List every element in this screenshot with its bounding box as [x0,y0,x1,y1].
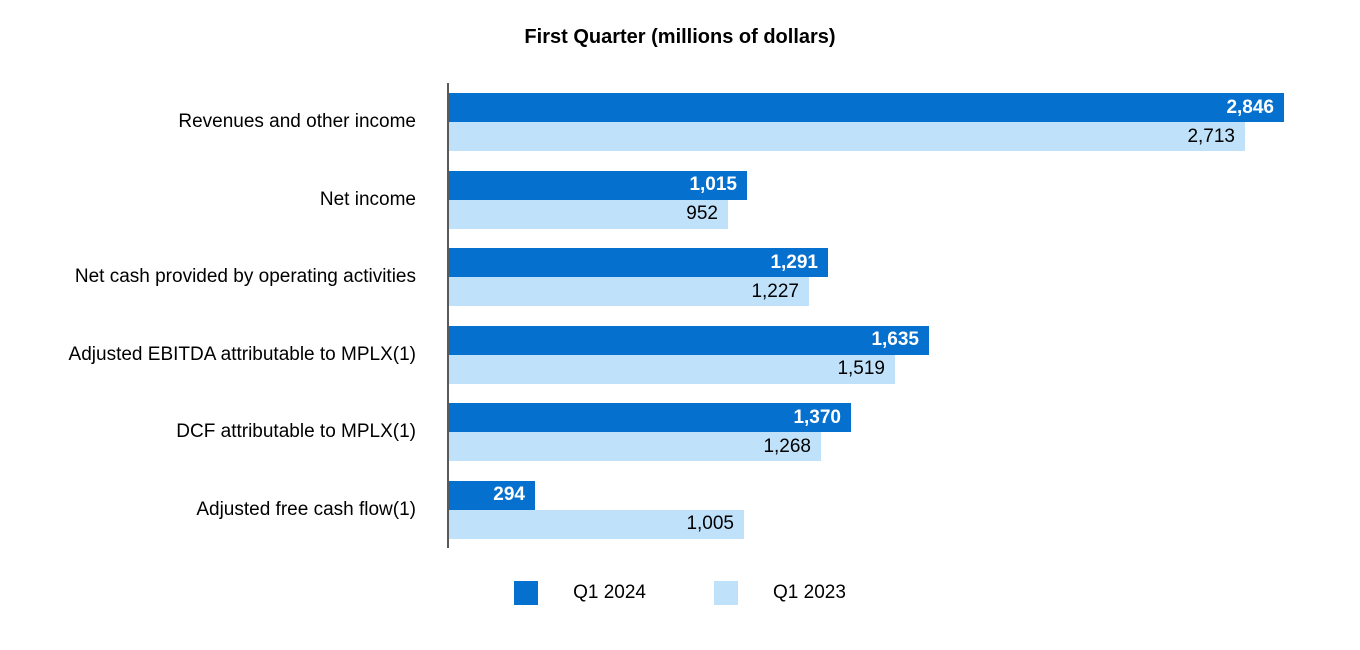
chart-title: First Quarter (millions of dollars) [524,26,836,48]
bar-row: DCF attributable to MPLX(1) 1,370 1,268 [0,403,1360,462]
bar-group: 1,015 952 [449,170,1360,229]
legend-item-q1-2023: Q1 2023 [714,581,846,605]
bar-q1-2023: 1,227 [449,277,809,307]
value-label: 1,015 [689,174,737,196]
value-label: 1,519 [837,358,885,380]
value-label: 2,713 [1187,125,1235,147]
value-label: 1,291 [770,251,818,273]
bar-q1-2023: 1,519 [449,354,895,384]
bar-q1-2023: 2,713 [449,122,1245,151]
category-label: DCF attributable to MPLX(1) [176,421,416,443]
category-label: Adjusted EBITDA attributable to MPLX(1) [68,343,416,365]
bar-group: 1,291 1,227 [449,248,1360,307]
bar-row: Net income 1,015 952 [0,170,1360,229]
bar-row: Revenues and other income 2,846 2,713 [0,93,1360,151]
bar-group: 1,635 1,519 [449,325,1360,384]
category-label: Adjusted free cash flow(1) [196,498,416,520]
legend: Q1 2024 Q1 2023 [0,581,1360,605]
bar-q1-2024: 1,370 [449,403,851,433]
value-label: 1,268 [763,435,811,457]
bar-row: Net cash provided by operating activitie… [0,248,1360,307]
bar-q1-2024: 2,846 [449,93,1284,122]
value-label: 1,227 [751,280,799,302]
category-label: Revenues and other income [178,111,416,132]
bar-q1-2024: 1,635 [449,325,929,355]
bar-row: Adjusted free cash flow(1) 294 1,005 [0,480,1360,539]
y-axis-line [447,83,449,548]
bar-group: 2,846 2,713 [449,93,1360,151]
bar-row: Adjusted EBITDA attributable to MPLX(1) 1… [0,325,1360,384]
legend-item-q1-2024: Q1 2024 [514,581,646,605]
legend-label: Q1 2023 [773,582,846,603]
legend-swatch-q1-2024-icon [514,581,539,605]
bar-q1-2023: 1,268 [449,432,821,462]
bar-group: 1,370 1,268 [449,403,1360,462]
bar-rows: Revenues and other income 2,846 2,713 Net i… [0,93,1360,559]
category-label: Net income [319,188,416,210]
bar-q1-2024: 294 [449,480,535,510]
bar-group: 294 1,005 [449,480,1360,539]
category-label: Net cash provided by operating activitie… [74,266,416,288]
legend-swatch-q1-2023-icon [714,581,738,605]
value-label: 1,370 [793,406,841,428]
value-label: 2,846 [1226,96,1274,118]
bar-q1-2023: 952 [449,199,728,229]
bar-q1-2024: 1,015 [449,170,747,200]
value-label: 952 [686,203,718,225]
value-label: 1,005 [686,513,734,535]
value-label: 1,635 [871,329,919,351]
legend-label: Q1 2024 [573,582,646,603]
bar-q1-2024: 1,291 [449,248,828,278]
bar-q1-2023: 1,005 [449,509,744,539]
value-label: 294 [493,484,525,506]
